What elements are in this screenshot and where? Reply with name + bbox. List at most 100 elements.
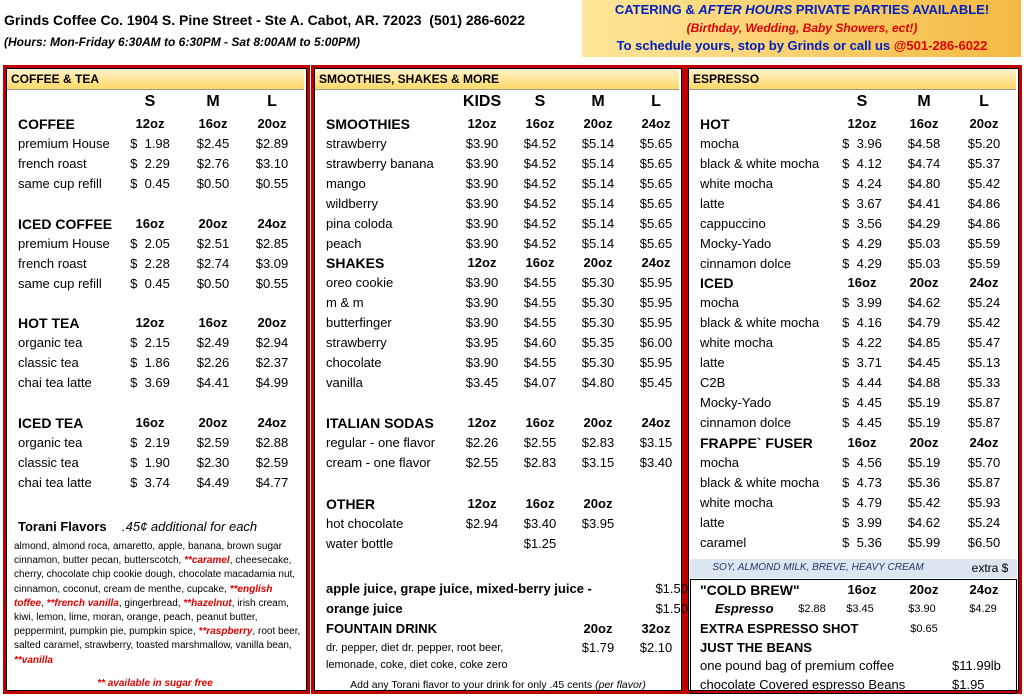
item-price: $ 3.96	[842, 136, 882, 151]
size-label: 20oz	[583, 116, 613, 131]
size-header: M	[917, 93, 931, 110]
column-header-bar	[315, 69, 679, 90]
banner-line2: (Birthday, Wedding, Baby Showers, ect!)	[686, 21, 918, 35]
flavor-note: Add any Torani flavor to your drink for …	[350, 677, 646, 693]
column-header-bar	[7, 69, 304, 90]
item-price: $4.52	[523, 196, 557, 211]
item-name: caramel	[700, 535, 747, 550]
item-price: $5.19	[907, 455, 941, 470]
item-price: $2.45	[196, 136, 230, 151]
item-price: $3.10	[255, 156, 289, 171]
item-price: $ 4.16	[842, 315, 882, 330]
item-price: $ 0.45	[130, 276, 170, 291]
item-price: $3.15	[639, 435, 673, 450]
size-label: 20oz	[198, 415, 228, 430]
item-price: $5.93	[967, 495, 1001, 510]
item-name: latte	[700, 355, 725, 370]
item-price: $4.62	[907, 515, 941, 530]
section-title: OTHER	[326, 496, 375, 512]
size-label: 12oz	[135, 116, 165, 131]
item-name: butterfinger	[326, 315, 392, 330]
item-price: $4.86	[967, 216, 1001, 231]
size-label: 24oz	[257, 415, 287, 430]
item-price: $ 3.74	[130, 475, 170, 490]
item-price: $4.55	[523, 355, 557, 370]
size-label: 20oz	[257, 116, 287, 131]
item-price: $2.83	[581, 435, 615, 450]
flavor-text: , gingerbread,	[118, 597, 184, 609]
text: @501-286-6022	[893, 38, 988, 53]
item-price: $4.52	[523, 136, 557, 151]
cold-brew-price: $3.45	[846, 603, 874, 615]
item-name: latte	[700, 515, 725, 530]
column-box	[311, 65, 685, 694]
size-label: 16oz	[198, 315, 228, 330]
item-price: $ 3.99	[842, 295, 882, 310]
item-price: $5.65	[639, 176, 673, 191]
beans-title: JUST THE BEANS	[700, 640, 812, 655]
item-price: $2.55	[465, 455, 499, 470]
item-price: $5.65	[639, 156, 673, 171]
size-header: S	[856, 93, 868, 110]
item-price: $4.52	[523, 156, 557, 171]
item-price: $5.13	[967, 355, 1001, 370]
header-title: Grinds Coffee Co. 1904 S. Pine Street - …	[4, 12, 526, 28]
flavor-text: **vanilla	[14, 654, 53, 666]
size-header: M	[591, 93, 605, 110]
juice-name: orange juice	[326, 601, 403, 616]
item-price: $2.30	[196, 455, 230, 470]
item-price: $4.07	[523, 375, 557, 390]
item-name: white mocha	[700, 335, 773, 350]
juice-name: apple juice, grape juice, mixed-berry ju…	[326, 581, 592, 596]
size-label: 24oz	[257, 216, 287, 231]
flavor-text: **french vanilla	[46, 597, 119, 609]
size-label: 16oz	[847, 582, 877, 597]
item-price: $ 4.56	[842, 455, 882, 470]
item-name: black & white mocha	[700, 475, 820, 490]
item-name: premium House	[18, 236, 110, 251]
item-price: $5.37	[967, 156, 1001, 171]
item-name: white mocha	[700, 495, 773, 510]
cold-brew-box	[690, 579, 1017, 694]
text: Add any Torani flavor to your drink for …	[350, 679, 596, 691]
item-price: $4.80	[581, 375, 615, 390]
item-price: $4.52	[523, 236, 557, 251]
item-price: $3.90	[465, 236, 499, 251]
item-price: $ 4.12	[842, 156, 882, 171]
size-header: S	[534, 93, 546, 110]
text: AFTER HOURS	[698, 2, 793, 17]
item-price: $ 3.71	[842, 355, 882, 370]
size-label: 20oz	[909, 275, 939, 290]
text: PRIVATE PARTIES AVAILABLE!	[792, 2, 990, 17]
item-name: strawberry banana	[326, 156, 434, 171]
item-name: cinnamon dolce	[700, 256, 792, 271]
item-name: mocha	[700, 455, 740, 470]
item-price: $3.90	[465, 315, 499, 330]
item-price: $2.74	[196, 256, 230, 271]
torani-footnote: ** available in sugar free	[97, 678, 213, 689]
item-name: organic tea	[18, 335, 83, 350]
item-name: classic tea	[18, 355, 79, 370]
size-label: 24oz	[969, 435, 999, 450]
item-price: $3.15	[581, 455, 615, 470]
item-name: french roast	[18, 156, 87, 171]
item-price: $5.65	[639, 236, 673, 251]
item-price: $4.29	[907, 216, 941, 231]
item-price: $2.83	[523, 455, 557, 470]
item-price: $2.94	[255, 335, 289, 350]
item-price: $2.49	[196, 335, 230, 350]
flavor-text: **raspberry	[198, 626, 253, 638]
item-price: $ 4.29	[842, 236, 882, 251]
cold-brew-price: $2.88	[798, 603, 826, 615]
item-price: $ 3.69	[130, 375, 170, 390]
item-price: $3.95	[581, 516, 615, 531]
item-name: cream - one flavor	[326, 455, 431, 470]
item-price: $5.35	[581, 335, 615, 350]
size-label: 20oz	[583, 255, 613, 270]
item-name: water bottle	[326, 536, 394, 551]
item-price: $5.19	[907, 395, 941, 410]
fountain-title: FOUNTAIN DRINK	[326, 621, 437, 636]
item-price: $5.87	[967, 415, 1001, 430]
item-price: $2.59	[255, 455, 289, 470]
